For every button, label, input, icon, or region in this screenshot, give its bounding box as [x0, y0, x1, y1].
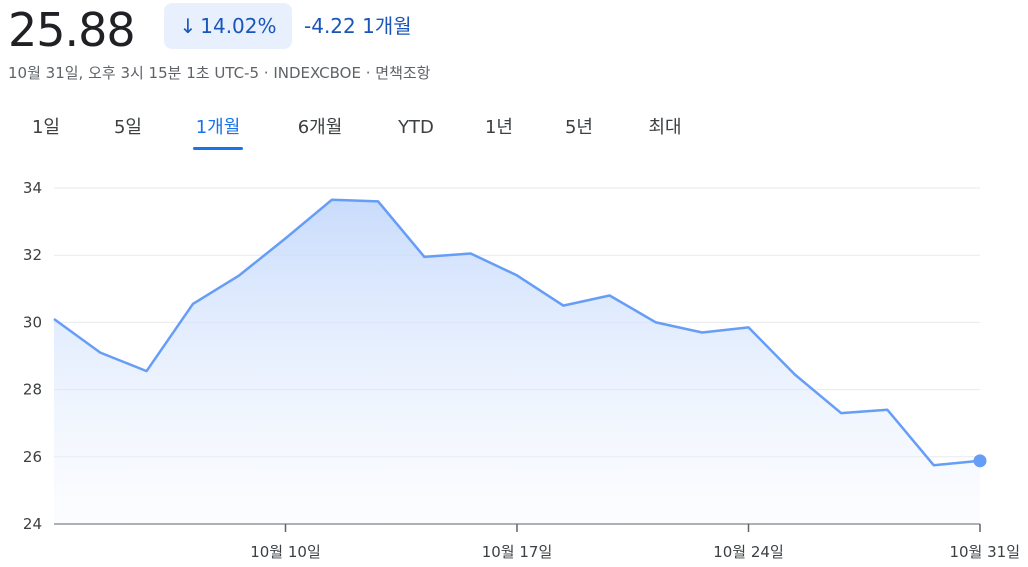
y-tick-label: 28: [23, 381, 42, 399]
y-tick-label: 26: [23, 448, 42, 466]
price-line: [53, 198, 981, 467]
y-tick-label: 32: [23, 246, 42, 264]
x-tick-label: 10월 31일: [949, 543, 1020, 561]
tab-label: 5일: [113, 117, 142, 138]
change-percent-badge: ↓ 14.02%: [164, 3, 292, 49]
price-chart[interactable]: 24 26 28 30 32 34 10월 10일 10월 17일 10월 24일 10월 31…: [0, 160, 1028, 567]
tab-label: 1개월: [195, 117, 241, 138]
change-absolute: -4.22 1개월: [304, 14, 412, 38]
tab-max[interactable]: 최대: [642, 110, 688, 146]
tab-5y[interactable]: 5년: [560, 110, 598, 146]
y-tick-label: 24: [23, 515, 42, 533]
tab-label: 5년: [564, 117, 593, 138]
arrow-down-icon: ↓: [179, 14, 197, 38]
range-tabs: 1일 5일 1개월 6개월 YTD 1년 5년 최대: [0, 110, 1028, 150]
tab-5d[interactable]: 5일: [108, 110, 148, 146]
quote-meta: 10월 31일, 오후 3시 15분 1초 UTC-5 · INDEXCBOE …: [8, 64, 431, 82]
x-tick-label: 10월 10일: [250, 543, 321, 561]
y-tick-label: 30: [23, 313, 42, 331]
tab-1d[interactable]: 1일: [28, 110, 64, 146]
tab-6m[interactable]: 6개월: [290, 110, 350, 146]
tab-label: 6개월: [297, 117, 343, 138]
y-tick-label: 34: [23, 179, 42, 197]
x-tick-label: 10월 17일: [482, 543, 553, 561]
tab-1m[interactable]: 1개월: [193, 110, 243, 150]
tab-1y[interactable]: 1년: [480, 110, 518, 146]
tab-ytd[interactable]: YTD: [392, 110, 440, 146]
tab-label: 1년: [484, 117, 513, 138]
tab-underline: [193, 147, 243, 150]
last-point-marker: [973, 454, 987, 468]
change-percent: 14.02%: [200, 14, 277, 38]
current-price: 25.88: [8, 3, 136, 57]
x-tick-label: 10월 24일: [713, 543, 784, 561]
tab-label: YTD: [398, 117, 434, 138]
tab-label: 최대: [648, 117, 682, 138]
tab-label: 1일: [31, 117, 60, 138]
price-area: [54, 199, 980, 525]
